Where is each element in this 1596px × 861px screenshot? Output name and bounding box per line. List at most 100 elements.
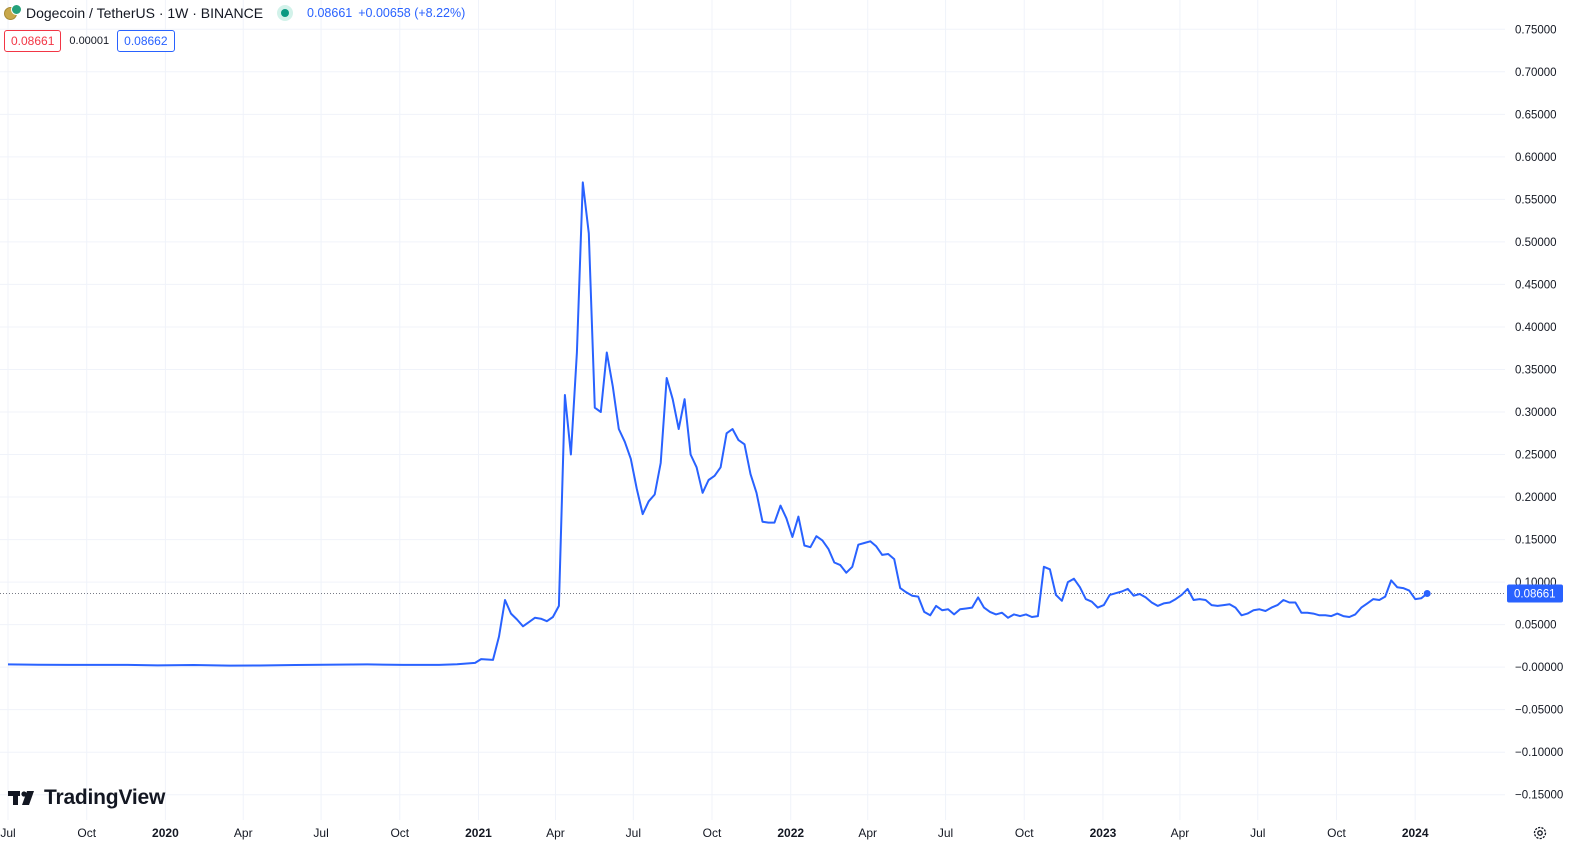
price-change: +0.00658 (+8.22%)	[358, 6, 466, 20]
data-point	[1408, 590, 1410, 592]
data-point	[1390, 579, 1392, 581]
data-point	[762, 521, 764, 523]
data-point	[1199, 598, 1201, 600]
data-point	[1211, 604, 1213, 606]
data-point	[1193, 599, 1195, 601]
data-point	[917, 596, 919, 598]
data-point	[911, 595, 913, 597]
data-point	[438, 664, 440, 666]
data-point	[1288, 602, 1290, 604]
y-tick-label: 0.25000	[1515, 450, 1557, 462]
x-tick-label: Apr	[858, 826, 877, 840]
data-point	[456, 663, 458, 665]
data-point	[690, 454, 692, 456]
y-tick-label: −0.10000	[1515, 747, 1563, 759]
data-point	[1229, 603, 1231, 605]
data-point	[977, 596, 979, 598]
data-point	[947, 608, 949, 610]
data-point	[1414, 598, 1416, 600]
data-point	[1127, 588, 1129, 590]
data-point	[552, 616, 554, 618]
data-point	[294, 664, 296, 666]
market-status-icon[interactable]	[277, 5, 294, 21]
data-point	[1007, 617, 1009, 619]
data-point	[672, 398, 674, 400]
data-point	[785, 517, 787, 519]
data-point	[1061, 600, 1063, 602]
data-point	[881, 554, 883, 556]
y-tick-label: 0.15000	[1515, 535, 1557, 547]
data-point	[654, 494, 656, 496]
y-tick-label: 0.45000	[1515, 279, 1557, 291]
data-point	[684, 398, 686, 400]
data-point	[714, 475, 716, 477]
y-tick-label: 0.75000	[1515, 24, 1557, 36]
buy-price-button[interactable]: 0.08662	[117, 30, 175, 52]
data-point	[1055, 594, 1057, 596]
y-tick-label: −0.00000	[1515, 662, 1563, 674]
settings-gear-icon[interactable]	[1532, 825, 1548, 841]
data-point	[720, 466, 722, 468]
x-tick-label: Jul	[1250, 826, 1265, 840]
data-point	[1342, 615, 1344, 617]
data-point	[1001, 612, 1003, 614]
data-point	[899, 587, 901, 589]
data-point	[1265, 610, 1267, 612]
data-point	[821, 539, 823, 541]
symbol-title[interactable]: Dogecoin / TetherUS · 1W · BINANCE	[26, 5, 264, 21]
data-point	[510, 613, 512, 615]
data-point	[1049, 568, 1051, 570]
data-point	[492, 659, 494, 661]
y-tick-label: −0.05000	[1515, 705, 1563, 717]
data-point	[1121, 591, 1123, 593]
data-point	[726, 432, 728, 434]
x-tick-label: Jul	[938, 826, 953, 840]
data-point	[498, 636, 500, 638]
x-tick-label: 2023	[1090, 826, 1117, 840]
data-point	[1360, 607, 1362, 609]
data-point	[402, 664, 404, 666]
data-point	[1103, 604, 1105, 606]
data-point	[1330, 615, 1332, 617]
sell-price-button[interactable]: 0.08661	[4, 30, 62, 52]
data-point	[893, 558, 895, 560]
data-point	[732, 428, 734, 430]
x-tick-label: Apr	[546, 826, 565, 840]
data-point	[983, 607, 985, 609]
data-point	[193, 664, 195, 666]
data-point	[546, 620, 548, 622]
data-point	[1324, 614, 1326, 616]
data-point	[1312, 613, 1314, 615]
data-point	[1378, 599, 1380, 601]
data-point	[702, 492, 704, 494]
data-point	[875, 545, 877, 547]
data-point	[1115, 592, 1117, 594]
data-point	[522, 625, 524, 627]
data-point	[1091, 601, 1093, 603]
x-tick-label: Oct	[77, 826, 96, 840]
x-tick-label: Jul	[626, 826, 641, 840]
y-tick-label: 0.70000	[1515, 67, 1557, 79]
data-point	[1294, 602, 1296, 604]
data-point	[1384, 596, 1386, 598]
data-point	[708, 479, 710, 481]
y-tick-label: 0.30000	[1515, 407, 1557, 419]
tradingview-logo[interactable]: TradingView	[8, 786, 165, 810]
data-point	[666, 377, 668, 379]
y-tick-label: 0.50000	[1515, 237, 1557, 249]
data-point	[564, 394, 566, 396]
x-tick-label: Oct	[1015, 826, 1034, 840]
price-series-line	[7, 181, 1428, 667]
data-point	[774, 522, 776, 524]
data-point	[1205, 599, 1207, 601]
data-point	[1282, 599, 1284, 601]
data-point	[678, 428, 680, 430]
x-tick-label: 2022	[777, 826, 804, 840]
data-point	[1025, 613, 1027, 615]
data-point	[869, 540, 871, 542]
symbol-legend: Dogecoin / TetherUS · 1W · BINANCE 0.086…	[4, 4, 465, 22]
data-point	[1019, 615, 1021, 617]
data-point	[534, 617, 536, 619]
x-tick-label: Jul	[0, 826, 15, 840]
